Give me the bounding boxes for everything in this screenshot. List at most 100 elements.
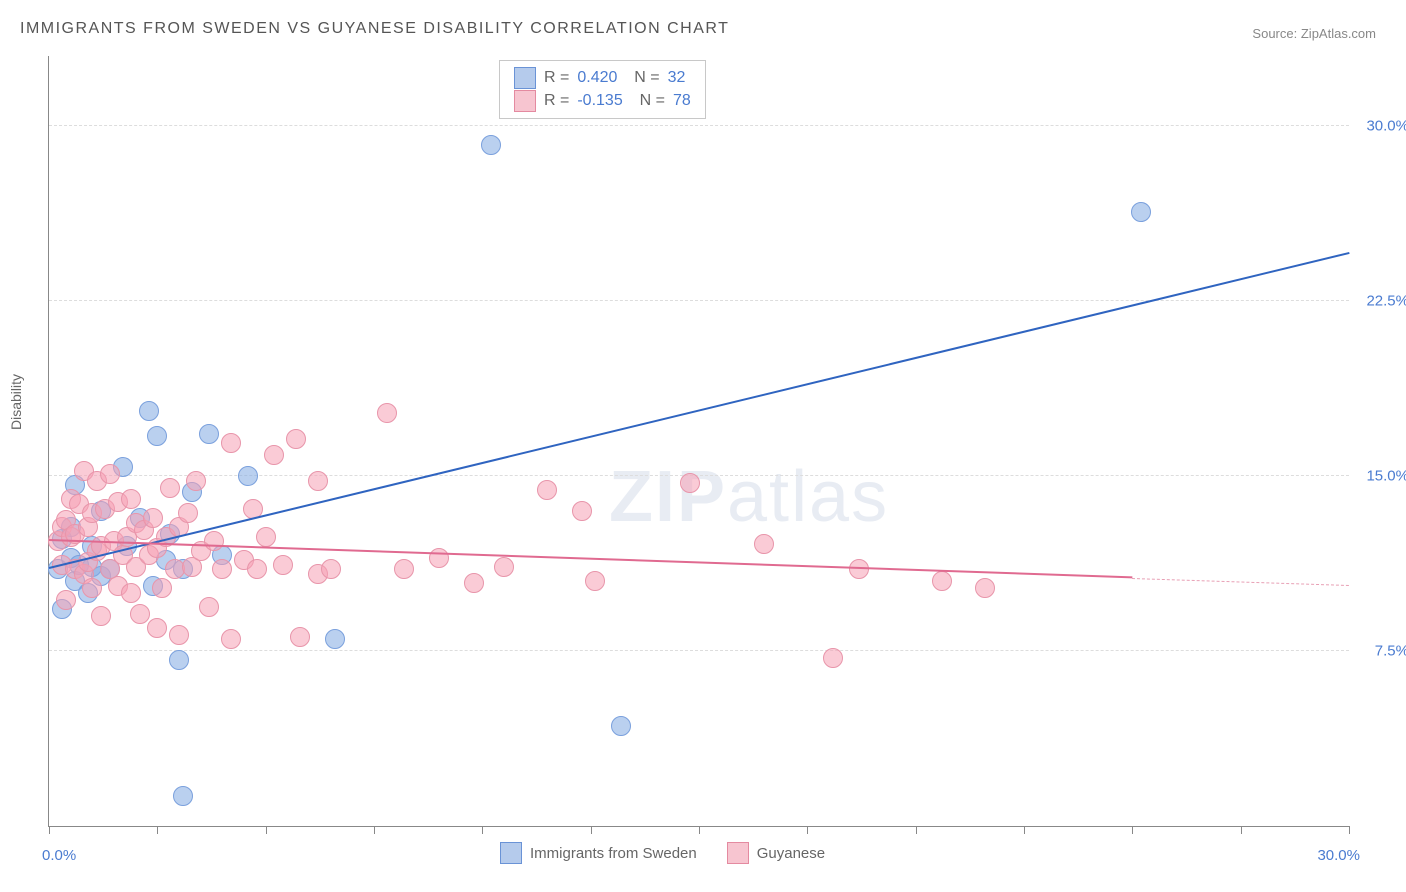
swatch-blue-icon	[500, 842, 522, 864]
data-point	[494, 557, 514, 577]
n-label: N =	[625, 69, 659, 87]
r-label: R =	[544, 92, 569, 110]
x-tick	[699, 826, 700, 834]
y-axis-label: Disability	[8, 374, 24, 430]
legend-item-guyanese: Guyanese	[727, 842, 825, 864]
data-point	[147, 426, 167, 446]
y-tick-label: 15.0%	[1354, 468, 1406, 485]
x-tick	[916, 826, 917, 834]
data-point	[286, 429, 306, 449]
r-value-guyanese: -0.135	[577, 92, 622, 110]
legend-label-sweden: Immigrants from Sweden	[530, 845, 697, 862]
data-point	[143, 508, 163, 528]
x-tick	[482, 826, 483, 834]
data-point	[572, 501, 592, 521]
watermark-rest: atlas	[727, 457, 889, 537]
data-point	[256, 527, 276, 547]
x-axis-max-label: 30.0%	[1317, 847, 1360, 864]
data-point	[147, 618, 167, 638]
watermark-bold: ZIP	[609, 457, 727, 537]
data-point	[160, 478, 180, 498]
data-point	[169, 625, 189, 645]
data-point	[429, 548, 449, 568]
data-point	[264, 445, 284, 465]
data-point	[1131, 202, 1151, 222]
data-point	[325, 629, 345, 649]
data-point	[823, 648, 843, 668]
data-point	[186, 471, 206, 491]
data-point	[152, 578, 172, 598]
y-tick-label: 7.5%	[1354, 643, 1406, 660]
data-point	[975, 578, 995, 598]
plot-area: ZIPatlas R = 0.420 N = 32 R = -0.135 N =…	[48, 56, 1349, 827]
data-point	[321, 559, 341, 579]
source-label: Source:	[1252, 26, 1297, 41]
x-tick	[157, 826, 158, 834]
x-tick	[374, 826, 375, 834]
data-point	[537, 480, 557, 500]
x-axis-min-label: 0.0%	[42, 847, 76, 864]
data-point	[481, 135, 501, 155]
gridline	[49, 650, 1349, 651]
r-label: R =	[544, 69, 569, 87]
data-point	[273, 555, 293, 575]
data-point	[238, 466, 258, 486]
data-point	[754, 534, 774, 554]
swatch-pink-icon	[727, 842, 749, 864]
watermark: ZIPatlas	[609, 456, 889, 538]
data-point	[91, 606, 111, 626]
data-point	[221, 433, 241, 453]
x-tick	[1024, 826, 1025, 834]
source-link[interactable]: ZipAtlas.com	[1301, 26, 1376, 41]
data-point	[611, 716, 631, 736]
data-point	[100, 464, 120, 484]
x-tick	[807, 826, 808, 834]
r-value-sweden: 0.420	[577, 69, 617, 87]
legend-label-guyanese: Guyanese	[757, 845, 825, 862]
data-point	[121, 583, 141, 603]
x-tick	[1349, 826, 1350, 834]
data-point	[221, 629, 241, 649]
data-point	[394, 559, 414, 579]
n-label: N =	[631, 92, 665, 110]
legend-item-sweden: Immigrants from Sweden	[500, 842, 697, 864]
data-point	[121, 489, 141, 509]
y-tick-label: 30.0%	[1354, 118, 1406, 135]
data-point	[585, 571, 605, 591]
data-point	[178, 503, 198, 523]
data-point	[139, 401, 159, 421]
data-point	[212, 559, 232, 579]
y-tick-label: 22.5%	[1354, 293, 1406, 310]
data-point	[308, 471, 328, 491]
source-attribution: Source: ZipAtlas.com	[1252, 26, 1376, 41]
series-legend: Immigrants from Sweden Guyanese	[500, 842, 825, 864]
x-tick	[1241, 826, 1242, 834]
x-tick	[266, 826, 267, 834]
n-value-sweden: 32	[668, 69, 686, 87]
x-tick	[591, 826, 592, 834]
data-point	[82, 578, 102, 598]
swatch-pink-icon	[514, 90, 536, 112]
x-tick	[49, 826, 50, 834]
swatch-blue-icon	[514, 67, 536, 89]
chart-title: IMMIGRANTS FROM SWEDEN VS GUYANESE DISAB…	[20, 20, 729, 38]
x-tick	[1132, 826, 1133, 834]
gridline	[49, 125, 1349, 126]
n-value-guyanese: 78	[673, 92, 691, 110]
data-point	[130, 604, 150, 624]
data-point	[247, 559, 267, 579]
data-point	[377, 403, 397, 423]
legend-row-sweden: R = 0.420 N = 32	[514, 67, 691, 89]
data-point	[56, 590, 76, 610]
data-point	[849, 559, 869, 579]
data-point	[932, 571, 952, 591]
data-point	[290, 627, 310, 647]
data-point	[169, 650, 189, 670]
data-point	[204, 531, 224, 551]
data-point	[199, 424, 219, 444]
trend-line	[1132, 578, 1349, 586]
data-point	[173, 786, 193, 806]
data-point	[199, 597, 219, 617]
data-point	[464, 573, 484, 593]
correlation-legend: R = 0.420 N = 32 R = -0.135 N = 78	[499, 60, 706, 119]
